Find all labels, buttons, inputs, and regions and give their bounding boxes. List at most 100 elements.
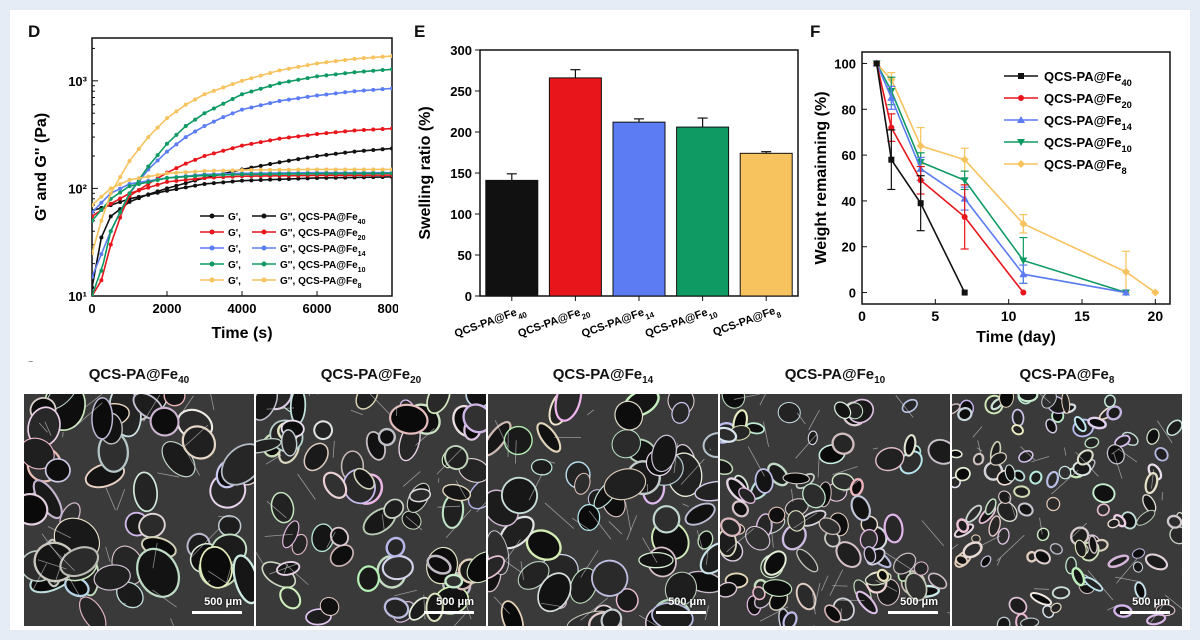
data-point	[183, 181, 188, 186]
data-point	[118, 199, 123, 204]
sem-pore	[1096, 503, 1110, 517]
data-point	[230, 111, 235, 116]
series-group	[92, 54, 392, 296]
data-point	[277, 177, 282, 182]
sem-pore	[927, 438, 950, 465]
data-point	[183, 135, 188, 140]
sem-wall	[210, 394, 215, 411]
data-point	[193, 183, 198, 188]
sem-pore	[517, 561, 550, 590]
sem-pore	[1166, 419, 1182, 437]
sem-pore	[955, 554, 968, 566]
sem-wall	[1064, 447, 1067, 456]
sem-wall	[1071, 522, 1087, 538]
sem-pore	[503, 425, 533, 456]
data-point	[118, 196, 123, 201]
legend-marker	[1018, 73, 1024, 79]
figure-frame: D E F G 0200040006000800010¹10²10³Time (…	[10, 10, 1190, 630]
sem-pore	[954, 466, 971, 482]
chart-d-rheology: 0 2000 4000 6000 8000 10¹ 10² 10³ Time (s) G' and…	[33, 37, 398, 342]
sem-wall	[54, 553, 66, 584]
sem-wall	[770, 520, 774, 548]
sem-pore	[998, 490, 1012, 504]
sem-wall	[116, 488, 126, 511]
data-point	[873, 60, 880, 67]
data-point	[108, 201, 113, 206]
x-tick-label-base: QCS-PA@Fe	[644, 307, 710, 341]
sem-pore	[1132, 561, 1144, 573]
data-point	[371, 148, 376, 153]
sem-pore	[536, 422, 562, 453]
data-point	[333, 151, 338, 156]
data-point	[240, 168, 244, 173]
data-point	[127, 191, 132, 196]
data-point	[333, 59, 338, 64]
sem-wall	[875, 579, 898, 592]
sem-wall	[184, 424, 209, 447]
data-point	[258, 163, 263, 168]
sem-wall	[1115, 576, 1142, 583]
data-point	[118, 182, 123, 187]
data-point	[211, 181, 216, 186]
legend-label-gpp: G'', QCS-PA@Fe20	[280, 228, 366, 242]
sem-wall	[572, 517, 592, 532]
sem-wall	[682, 503, 689, 508]
y-tick-label: 250	[450, 84, 472, 99]
data-point	[315, 74, 319, 79]
data-point	[155, 153, 160, 158]
data-point	[258, 86, 263, 91]
legend-label-gpp: G'', QCS-PA@Fe40	[280, 212, 366, 226]
bar	[548, 77, 602, 297]
data-point	[136, 188, 141, 193]
sem-pore	[720, 517, 742, 537]
sem-pore	[136, 547, 181, 598]
legend-marker	[209, 229, 215, 235]
y-axis-label: G' and G'' (Pa)	[33, 113, 50, 221]
sem-wall	[105, 546, 111, 562]
data-point	[961, 289, 968, 296]
data-point	[277, 81, 282, 86]
data-point	[202, 111, 207, 116]
data-point	[296, 171, 301, 176]
sem-pore	[1084, 436, 1100, 449]
x-tick-label: 0	[858, 308, 866, 324]
sem-pore	[652, 505, 681, 534]
x-tick-label-base: QCS-PA@Fe	[453, 307, 519, 341]
sem-pore	[989, 452, 1007, 466]
legend-marker	[261, 261, 267, 267]
sem-pore	[684, 502, 716, 526]
data-point	[371, 87, 376, 92]
data-point	[183, 161, 188, 166]
data-point	[240, 78, 244, 83]
sem-pore	[796, 548, 819, 573]
data-point	[324, 60, 329, 65]
sem-micrograph	[720, 394, 950, 626]
legend-label-gpp-sub: 40	[358, 219, 366, 226]
sem-pore	[1134, 581, 1147, 600]
y-tick-label: 300	[450, 43, 472, 58]
data-point	[296, 134, 301, 139]
scale-bar	[656, 611, 706, 614]
data-point	[202, 181, 207, 186]
data-point	[352, 149, 357, 154]
sem-pore	[1071, 566, 1086, 587]
sem-pore	[763, 550, 787, 576]
sem-pore	[1073, 416, 1087, 433]
sem-wall	[976, 447, 983, 452]
data-point	[296, 176, 301, 181]
data-point	[286, 79, 291, 84]
sem-pore	[329, 544, 354, 567]
sem-wall	[283, 563, 288, 574]
sem-pore	[824, 604, 842, 623]
sem-pore	[217, 515, 242, 537]
data-point	[315, 93, 319, 98]
sem-wall	[269, 563, 298, 575]
sem-wall	[369, 394, 392, 417]
legend-label-base: QCS-PA@Fe	[1044, 69, 1121, 84]
sem-wall	[1020, 446, 1035, 460]
data-point	[211, 88, 216, 93]
sem-wall	[895, 395, 914, 418]
data-point	[352, 70, 357, 75]
data-point	[380, 127, 385, 132]
data-point	[165, 179, 169, 184]
